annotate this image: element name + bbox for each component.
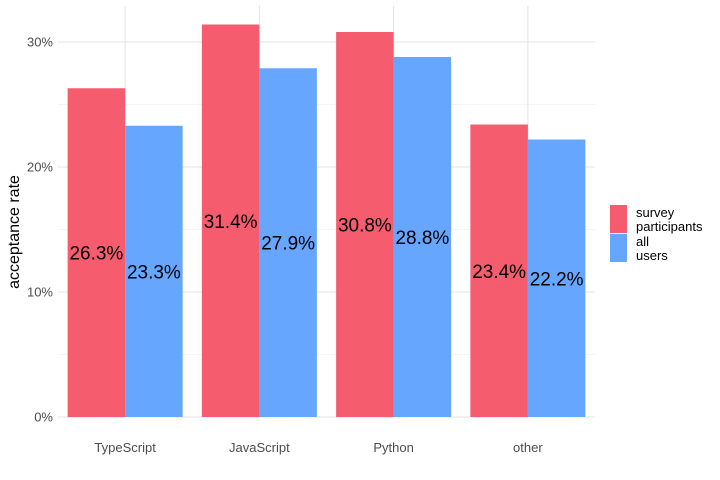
x-tick-label: Python <box>373 440 413 455</box>
y-tick-label: 20% <box>27 160 53 175</box>
data-label-other-survey: 23.4% <box>472 262 526 283</box>
y-tick-label: 30% <box>27 35 53 50</box>
data-label-javascript-survey: 31.4% <box>204 212 258 233</box>
x-tick-label: other <box>513 440 543 455</box>
x-tick-label: TypeScript <box>94 440 156 455</box>
x-tick-label: JavaScript <box>229 440 290 455</box>
data-label-typescript-all: 23.3% <box>127 262 181 283</box>
bar-typescript-all <box>125 125 183 417</box>
data-label-other-all: 22.2% <box>530 269 584 290</box>
data-label-python-survey: 30.8% <box>338 216 392 237</box>
data-label-typescript-survey: 26.3% <box>69 244 123 265</box>
bar-javascript-all <box>259 68 317 417</box>
data-label-python-all: 28.8% <box>395 228 449 249</box>
legend-key-all <box>610 234 627 262</box>
data-labels: 26.3%23.3% 31.4%27.9% 30.8%28.8% 23.4% 22.2% <box>69 212 583 291</box>
bar-typescript-survey <box>67 88 126 417</box>
legend-key-survey <box>610 205 627 233</box>
y-tick-label: 10% <box>27 285 53 300</box>
bar-other-all <box>527 139 586 417</box>
data-label-javascript-all: 27.9% <box>261 234 315 255</box>
y-tick-label: 0% <box>34 410 53 425</box>
y-axis-title: acceptance rate <box>6 175 23 289</box>
bar-python-all <box>393 57 452 417</box>
legend-label-all: all users <box>636 234 668 263</box>
bar-javascript-survey <box>201 24 260 417</box>
bars <box>67 24 586 417</box>
bar-other-survey <box>470 124 528 417</box>
x-axis: TypeScript JavaScript Python other <box>94 440 543 455</box>
bar-python-survey <box>336 32 394 417</box>
legend-label-survey: survey participants <box>636 205 703 234</box>
y-axis: 0% 10% 20% 30% <box>27 35 53 425</box>
